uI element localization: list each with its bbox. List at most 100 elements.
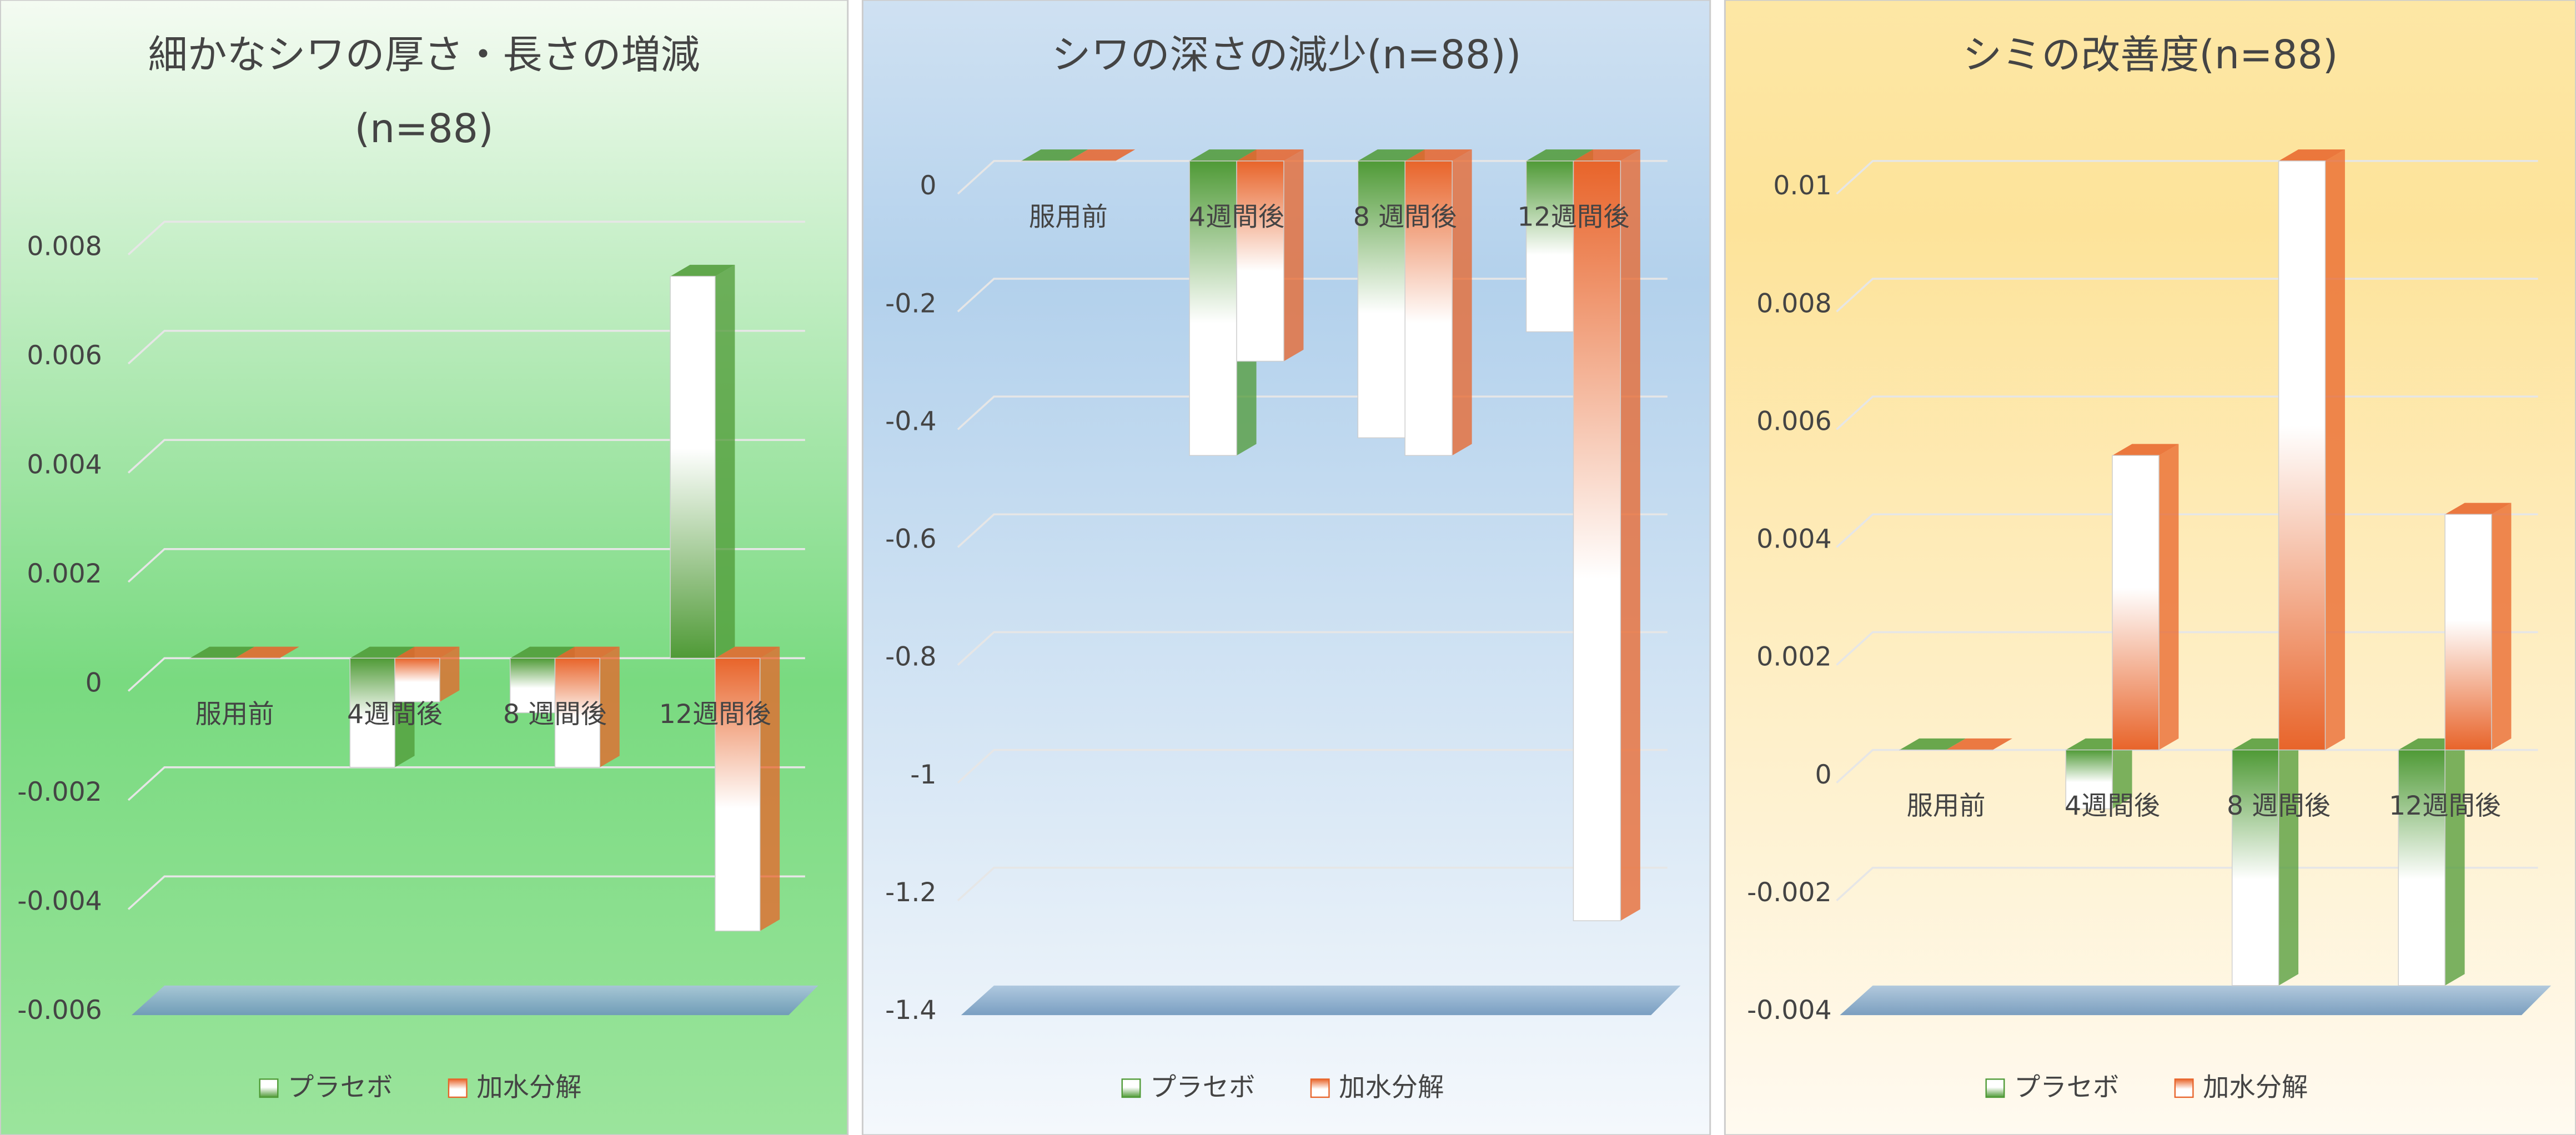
y-tick-label: -1 [910,760,936,790]
grid-line [127,220,805,255]
y-tick-label: -1.4 [885,995,936,1026]
grid-line [127,439,805,474]
bar [554,657,600,768]
chart-subtitle: (n=88) [354,106,493,152]
bar [1525,160,1574,333]
x-tick-label: 服用前 [195,699,274,730]
y-tick-label: -0.002 [17,777,102,807]
legend-swatch [1121,1078,1141,1098]
bar [1357,160,1405,439]
legend-label: プラセボ [1150,1072,1255,1103]
y-tick-label: 0.006 [1756,406,1831,436]
bar [1573,160,1621,921]
y-tick-label: 0.002 [27,559,102,589]
bar-side [1452,149,1472,456]
bar-top [1021,149,1088,161]
x-tick-label: 8 週間後 [1353,202,1457,232]
bar-top [1358,149,1425,161]
bar-top [1189,149,1257,161]
bar [2065,749,2113,810]
bar-side [2278,738,2299,986]
y-tick-label: -1.2 [885,877,936,908]
legend-swatch [448,1078,468,1098]
y-tick-label: 0 [920,170,936,201]
bar-side [715,264,735,659]
floor [132,985,819,1016]
bar [509,657,556,714]
bar-side [2112,738,2132,809]
bar-top [2445,503,2512,515]
x-tick-label: 12週間後 [659,699,771,730]
bar [1189,160,1237,456]
bar-top [395,646,460,659]
legend-label: プラセボ [2014,1072,2119,1103]
y-tick-label: 0.008 [1756,288,1831,319]
bar-top [555,646,620,659]
bar [2231,749,2279,986]
bar [394,657,440,702]
y-tick-label: 0.004 [27,450,102,480]
bar-top [510,646,575,659]
bar-top [1405,149,1472,161]
x-tick-label: 4週間後 [2065,791,2160,821]
legend-swatch [259,1078,279,1098]
bar-top [189,646,255,659]
grid-line [957,866,1668,902]
y-tick-label: 0.004 [1756,524,1831,555]
bar-top [1526,149,1593,161]
bar [2278,160,2326,751]
chart-title: シミの改善度(n=88) [1962,32,2338,78]
legend-label: プラセボ [288,1072,393,1103]
grid-line [127,875,805,910]
bar [1404,160,1453,456]
bar-side [1620,149,1640,921]
legend-label: 加水分解 [1339,1072,1444,1103]
x-tick-label: 8 週間後 [2227,791,2331,821]
x-tick-label: 4週間後 [1189,202,1284,232]
bar-top [1946,738,2012,750]
y-tick-label: 0 [86,668,102,699]
x-tick-label: 服用前 [1907,791,1986,821]
x-tick-label: 12週間後 [1517,202,1629,232]
y-tick-label: -0.004 [1747,995,1832,1026]
y-tick-label: 0.006 [27,340,102,371]
bar-top [1068,149,1136,161]
bar-side [2325,149,2345,750]
y-tick-label: 0.01 [1773,170,1831,201]
bar-side [439,646,460,702]
y-tick-label: -0.004 [17,886,102,917]
legend-label: 加水分解 [476,1072,581,1103]
bar-top [234,646,299,659]
bar-top [1899,738,1966,750]
bar-top [2278,149,2345,161]
floor [961,985,1681,1016]
y-tick-label: -0.006 [17,995,102,1026]
bar [715,657,761,932]
legend-swatch [1985,1078,2005,1098]
grid-line [957,749,1668,784]
bar [349,657,395,768]
x-tick-label: 12週間後 [2389,791,2501,821]
grid-line [957,513,1668,548]
bar-side [1283,149,1304,361]
bar-top [2112,444,2179,456]
bar-top [1237,149,1304,161]
legend-swatch [2174,1078,2194,1098]
legend-swatch [1310,1078,1330,1098]
bar-top [1573,149,1640,161]
bar [2112,455,2160,751]
grid-line [957,631,1668,666]
bar-side [600,646,620,767]
bar [2444,514,2492,751]
bar-top [350,646,415,659]
bar-side [760,646,780,931]
grid-line [127,330,805,365]
x-tick-label: 8 週間後 [503,699,607,730]
grid-line [1836,866,2538,902]
y-tick-label: 0 [1815,760,1831,790]
bar-top [670,264,735,277]
y-tick-label: -0.002 [1747,877,1832,908]
floor [1840,985,2552,1016]
